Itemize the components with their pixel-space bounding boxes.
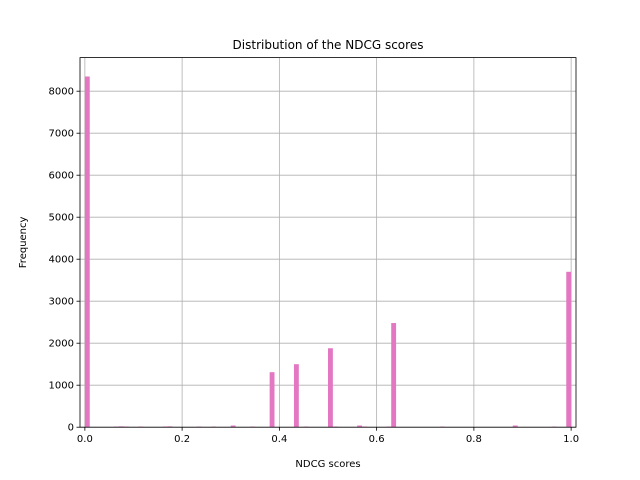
y-tick-label: 0 (68, 423, 74, 434)
histogram-bar (293, 364, 299, 428)
histogram-bar (84, 76, 90, 428)
histogram-bar (118, 426, 124, 428)
y-tick-label: 6000 (49, 171, 74, 182)
histogram-bar (269, 372, 275, 428)
chart-title: Distribution of the NDCG scores (233, 38, 424, 52)
y-tick-label: 5000 (49, 213, 74, 224)
x-axis-title: NDCG scores (295, 459, 360, 470)
histogram-bar (328, 348, 333, 428)
x-tick-label: 0.8 (466, 434, 482, 445)
y-tick-label: 4000 (49, 255, 74, 266)
x-tick-label: 0.0 (77, 434, 93, 445)
histogram-bar (167, 426, 173, 428)
y-axis-title: Frequency (18, 216, 29, 268)
y-tick-label: 1000 (49, 381, 74, 392)
x-axis-ticks: 0.0 0.2 0.4 0.6 0.8 1.0 (77, 427, 579, 445)
histogram-bar (391, 323, 397, 428)
x-tick-label: 1.0 (563, 434, 579, 445)
histogram-bar (357, 425, 363, 428)
histogram-bar (512, 425, 518, 428)
histogram-bar (230, 425, 236, 428)
y-tick-label: 3000 (49, 297, 74, 308)
x-tick-label: 0.2 (174, 434, 190, 445)
y-tick-label: 2000 (49, 339, 74, 350)
y-tick-label: 8000 (49, 87, 74, 98)
histogram-bars (84, 76, 572, 428)
grid-lines (80, 57, 576, 428)
x-tick-label: 0.6 (369, 434, 385, 445)
y-axis-ticks: 0 1000 2000 3000 4000 5000 6000 7000 8000 (49, 87, 80, 434)
y-tick-label: 7000 (49, 129, 74, 140)
plot-frame (79, 57, 577, 428)
x-tick-label: 0.4 (271, 434, 287, 445)
histogram-bar (566, 271, 572, 428)
